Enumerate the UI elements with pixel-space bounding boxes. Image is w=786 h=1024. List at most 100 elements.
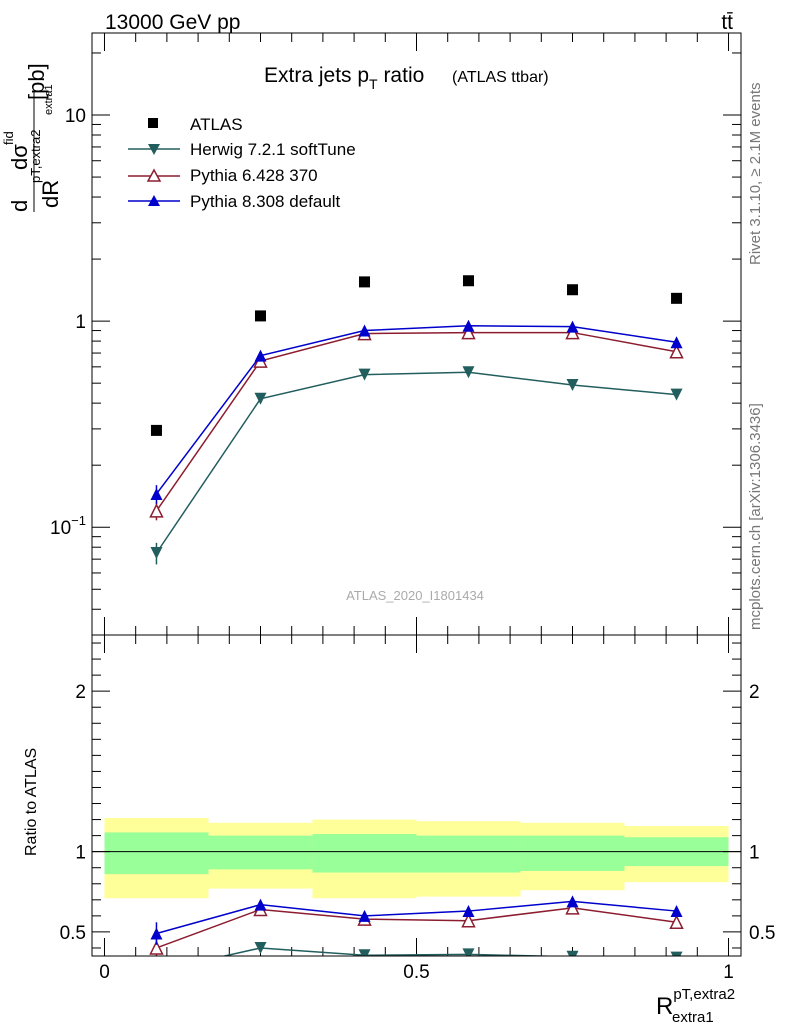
series-pythia6 [149,324,684,521]
y-tick-label: 1 [75,843,86,864]
ratio-point [566,895,579,908]
data-point [150,546,163,559]
legend: ATLAS Herwig 7.2.1 softTune Pythia 6.428… [128,115,356,211]
process-label: tt̄ [721,11,733,34]
svg-text:extra1: extra1 [43,84,55,115]
svg-text:d: d [7,200,32,212]
ratio-point [565,900,580,915]
series-pythia8 [150,319,683,504]
data-point [462,319,475,332]
ratio-line-pythia8 [156,900,677,935]
ratio-point [461,913,476,928]
svg-text:dR: dR [38,180,63,208]
y-tick-label-right: 2 [749,682,760,703]
legend-marker-atlas [148,118,158,128]
x-tick-label: 0 [99,962,110,983]
ratio-series [149,895,684,977]
data-point [462,275,474,287]
data-point [670,388,683,401]
data-point [254,349,267,362]
ratio-point [254,941,267,954]
data-point [359,276,371,288]
ratio-frame [91,634,742,957]
band-inner-bin [312,834,417,873]
data-point [254,310,266,322]
legend-marker-pythia6 [146,168,162,182]
ratio-point [669,914,684,930]
band-inner-bin [208,835,313,870]
y-tick-label: 10−1 [50,513,86,539]
ratio-axes: 0.5 0.5 1 1 2 2 0 0.5 1 [60,635,775,983]
data-point [461,324,476,340]
series-data [150,275,683,436]
svg-text:pT,extra2: pT,extra2 [28,130,43,183]
legend-marker-pythia8 [148,195,160,206]
ratio-point [150,927,163,940]
band-inner-bin [104,832,209,875]
main-title-note: (ATLAS ttbar) [452,69,549,86]
svg-text:fid: fid [1,131,16,145]
mcplots-label: mcplots.cern.ch [arXiv:1306.3436] [747,403,764,630]
data-point [670,336,683,349]
y-tick-label-right: 0.5 [749,923,775,944]
data-point [254,392,267,405]
series-herwig [150,366,683,565]
main-ylabel: [pb] dσ fid dR pT,extra2 extra1 d [1,63,63,212]
data-point [462,366,475,379]
x-tick-label: 0.5 [403,962,429,983]
data-point [671,292,683,304]
ratio-line-herwig [221,947,571,956]
ratio-line-pythia6 [156,907,677,949]
svg-text:[pb]: [pb] [24,63,49,100]
energy-label: 13000 GeV pp [105,11,240,34]
y-tick-label: 1 [75,312,86,333]
analysis-watermark: ATLAS_2020_I1801434 [346,588,484,603]
data-point [149,503,164,518]
data-point [150,424,162,436]
ratio-point [150,965,162,977]
svg-text:dσ: dσ [7,144,32,170]
ratio-point [358,949,371,956]
data-point [150,487,163,500]
ratio-point [670,905,683,918]
legend-label-pythia8: Pythia 8.308 default [190,192,341,211]
data-point [358,324,371,337]
main-axes: 10 1 10−1 [50,33,741,636]
legend-marker-herwig [148,144,160,155]
legend-entry-pythia6: Pythia 6.428 370 [128,166,318,185]
data-point [567,284,579,296]
data-point [566,378,579,391]
x-tick-label: 1 [723,962,734,983]
ratio-point [462,905,475,918]
ratio-point [670,951,683,956]
ratio-point [358,909,371,922]
uncertainty-bands [104,817,729,899]
ratio-point [254,898,267,911]
y-tick-label-right: 1 [749,843,760,864]
data-point [669,344,684,359]
data-point [358,368,371,381]
series-line-herwig [155,371,677,554]
ratio-point [462,948,475,956]
legend-entry-herwig: Herwig 7.2.1 softTune [128,140,356,159]
main-panel: ATLAS_2020_I1801434 10 1 10−1 Extra jets p… [1,32,742,636]
ratio-point [149,940,164,955]
legend-label-herwig: Herwig 7.2.1 softTune [190,140,356,159]
ratio-ylabel: Ratio to ATLAS [23,748,40,856]
ratio-point [566,950,579,956]
ratio-xlabel: RpT,extra2 [656,986,735,1020]
legend-label-pythia6: Pythia 6.428 370 [190,166,318,185]
legend-entry-atlas: ATLAS [148,115,243,134]
ratio-xlabel-sub: extra1 [672,1009,714,1024]
y-tick-label: 0.5 [60,923,86,944]
ratio-series-pythia8 [150,895,683,945]
ratio-series-herwig [150,941,683,977]
legend-entry-pythia8: Pythia 8.308 default [128,192,341,211]
y-tick-label: 10 [65,106,86,127]
ratio-panel: 0.5 0.5 1 1 2 2 0 0.5 1 Ratio to ATLAS RpT,extra… [23,634,775,1024]
band-inner-bin [520,835,625,871]
rivet-label: Rivet 3.1.10, ≥ 2.1M events [747,83,764,266]
series-line-pythia8 [155,324,677,495]
main-title: Extra jets pT ratio [264,64,424,92]
